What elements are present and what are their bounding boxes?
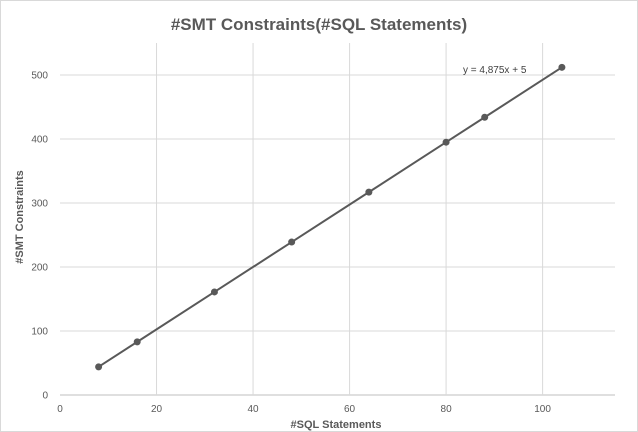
data-point [558, 63, 566, 71]
data-point [481, 113, 489, 121]
data-point [133, 338, 141, 346]
y-tick-label: 400 [31, 135, 48, 146]
data-point [210, 288, 218, 296]
x-tick-label: 40 [247, 404, 259, 415]
x-tick-label: 60 [344, 404, 356, 415]
trendline-label: y = 4,875x + 5 [463, 65, 527, 76]
data-point [365, 188, 373, 196]
data-point [442, 138, 450, 146]
y-tick-label: 200 [31, 263, 48, 274]
x-axis-title: #SQL Statements [291, 419, 382, 431]
y-tick-label: 300 [31, 199, 48, 210]
x-tick-label: 80 [441, 404, 453, 415]
series-line [98, 66, 563, 368]
tick-layer: 0 100 200 300 400 500 0 20 40 60 80 100 [31, 71, 551, 416]
data-point [288, 238, 296, 246]
y-tick-label: 100 [31, 327, 48, 338]
x-tick-label: 0 [57, 404, 63, 415]
data-point [95, 363, 103, 371]
grid-layer [60, 43, 615, 396]
y-tick-label: 0 [42, 391, 48, 402]
y-tick-label: 500 [31, 71, 48, 82]
x-tick-label: 100 [534, 404, 551, 415]
x-tick-label: 20 [151, 404, 163, 415]
chart-title: #SMT Constraints(#SQL Statements) [171, 15, 467, 34]
y-axis-title: #SMT Constraints [14, 170, 26, 264]
series-layer [95, 63, 566, 371]
